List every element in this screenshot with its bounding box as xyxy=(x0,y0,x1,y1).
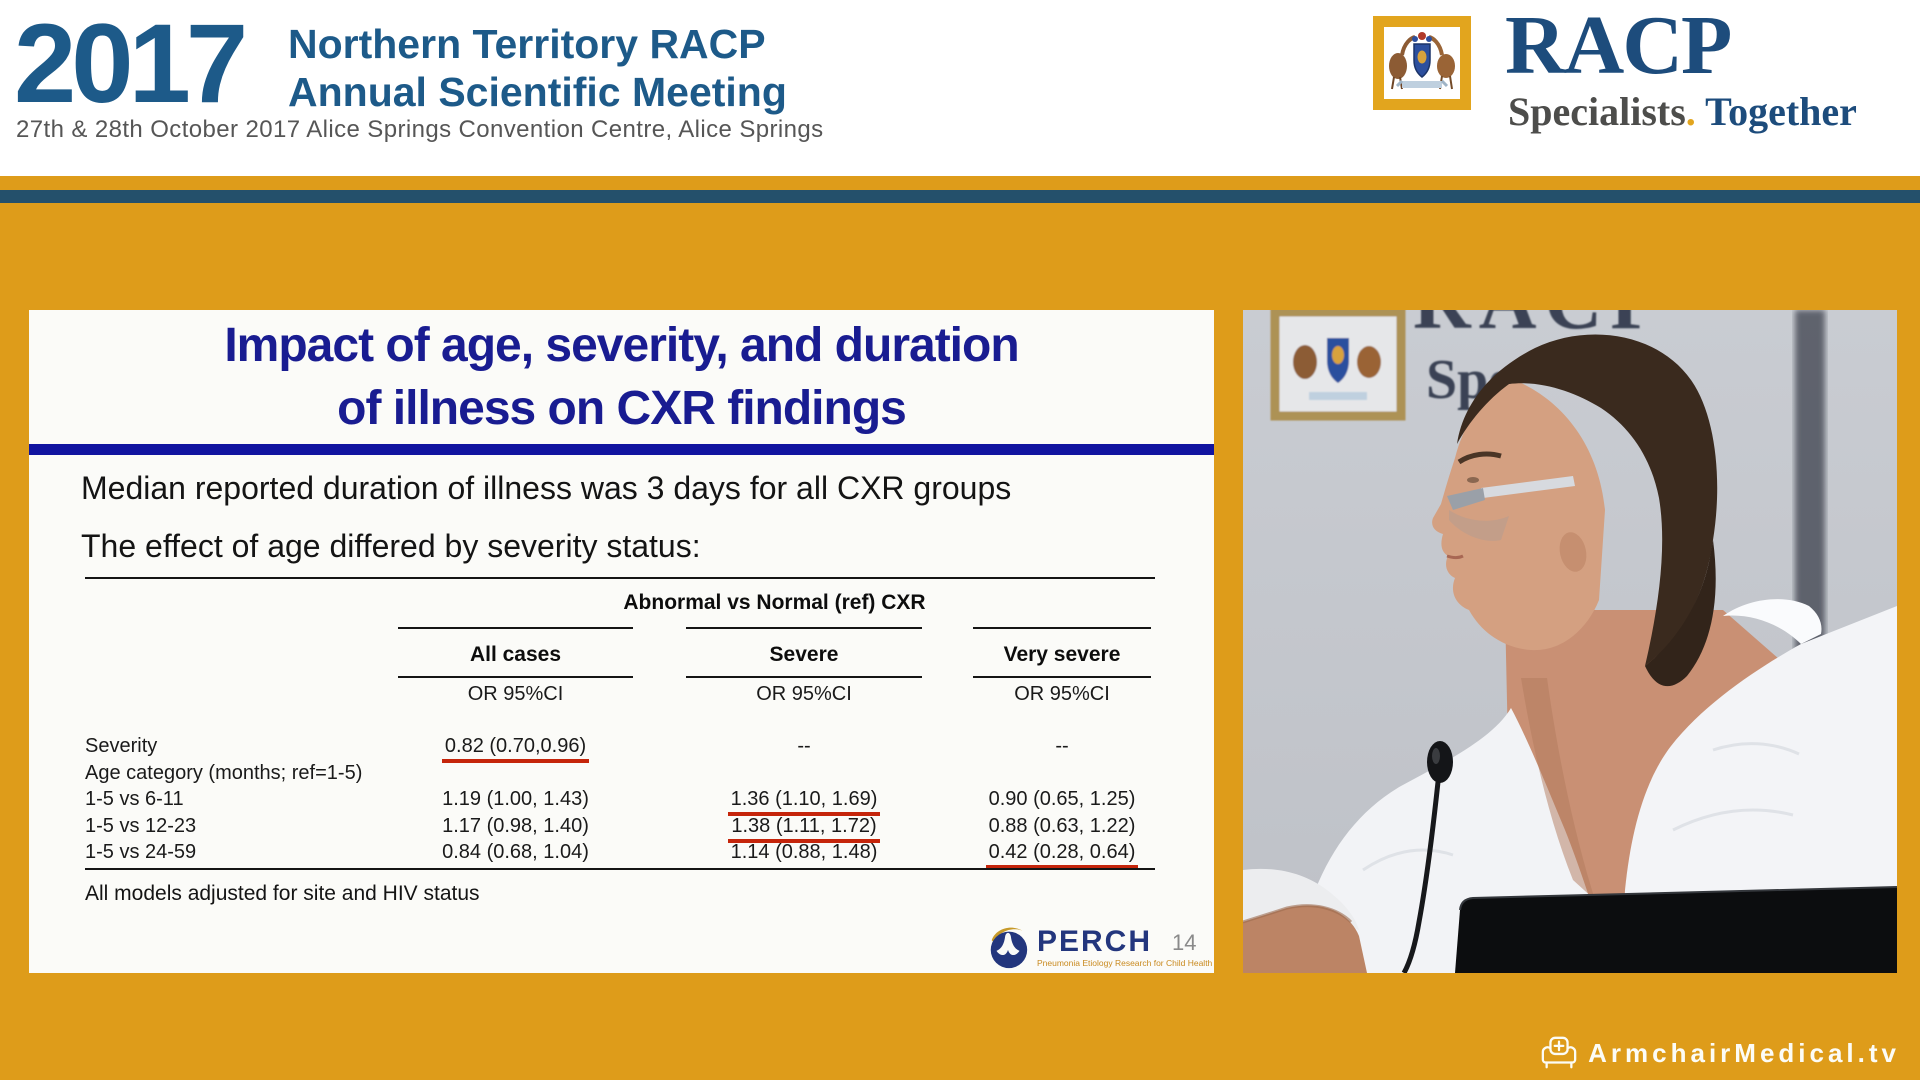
perch-name: PERCH xyxy=(1037,924,1153,958)
perch-logo-text: PERCH Pneumonia Etiology Research for Ch… xyxy=(1037,924,1213,968)
perch-logo-icon xyxy=(990,927,1028,969)
slide-title-line1: Impact of age, severity, and duration xyxy=(224,319,1019,372)
racp-tagline-dot: . xyxy=(1685,89,1696,134)
slide-title-line2: of illness on CXR findings xyxy=(337,382,907,435)
perch-tagline: Pneumonia Etiology Research for Child He… xyxy=(1037,957,1213,968)
cell-value-highlighted: 0.42 (0.28, 0.64) xyxy=(985,841,1139,869)
slide-body-line1: Median reported duration of illness was … xyxy=(81,470,1012,506)
slide-title: Impact of age, severity, and duration of… xyxy=(29,314,1214,440)
column-header-all-cases: All cases xyxy=(469,643,562,666)
header-underline xyxy=(686,676,922,678)
slide-body-line2: The effect of age differed by severity s… xyxy=(81,528,701,564)
cell-severe: 1.38 (1.11, 1.72) xyxy=(686,815,922,843)
table-row-12-23: 1-5 vs 12-23 1.17 (0.98, 1.40) 1.38 (1.1… xyxy=(85,815,1155,843)
table-bottom-border xyxy=(85,868,1155,870)
table-top-border xyxy=(85,577,1155,579)
armchair-cross-icon xyxy=(1541,1036,1577,1069)
cell-value-highlighted: 0.82 (0.70,0.96) xyxy=(441,735,590,763)
title-underline-rule xyxy=(29,444,1214,455)
neck-shadow xyxy=(1521,678,1595,900)
racp-wordmark: RACP xyxy=(1505,0,1732,92)
microphone-icon xyxy=(1401,741,1453,973)
cell-value-highlighted: 1.36 (1.10, 1.69) xyxy=(727,788,881,816)
laptop xyxy=(1455,886,1897,973)
cell-severe: 1.36 (1.10, 1.69) xyxy=(686,788,922,816)
cell-very-severe: 0.90 (0.65, 1.25) xyxy=(988,788,1136,810)
cell-all-cases: 0.82 (0.70,0.96) xyxy=(398,735,633,763)
perch-logo: PERCH Pneumonia Etiology Research for Ch… xyxy=(985,924,1212,970)
column-header-very-severe: Very severe xyxy=(1003,643,1121,666)
presenter-arm xyxy=(1243,868,1367,973)
racp-tagline: Specialists. Together xyxy=(1508,92,1857,132)
table-row-severity: Severity 0.82 (0.70,0.96) -- -- xyxy=(85,735,1155,763)
column-header-severe: Severe xyxy=(769,643,839,666)
hair-back xyxy=(1645,540,1716,687)
row-label: Age category (months; ref=1-5) xyxy=(85,762,363,784)
header-underline xyxy=(686,627,922,629)
teal-divider-bar xyxy=(0,190,1920,203)
armchairmedical-watermark: ArmchairMedical.tv xyxy=(1540,1034,1900,1072)
cell-value-highlighted: 1.38 (1.11, 1.72) xyxy=(728,815,880,843)
event-header: 2017 Northern Territory RACP Annual Scie… xyxy=(0,0,1920,176)
row-label: 1-5 vs 24-59 xyxy=(85,841,197,863)
ear xyxy=(1559,532,1587,572)
row-label: 1-5 vs 6-11 xyxy=(85,788,184,810)
results-table: Abnormal vs Normal (ref) CXR All cases S… xyxy=(85,577,1155,877)
racp-crest-art xyxy=(1389,32,1455,90)
cell-all-cases: 0.84 (0.68, 1.04) xyxy=(442,841,589,863)
event-title-line1: Northern Territory RACP xyxy=(288,21,766,67)
event-title-line2: Annual Scientific Meeting xyxy=(288,69,787,115)
cell-all-cases: 1.19 (1.00, 1.43) xyxy=(442,788,589,810)
row-label: Severity xyxy=(85,735,158,757)
shirt-folds xyxy=(1362,742,1800,872)
presenter-video: RACP Spe To xyxy=(1243,310,1897,973)
glasses-icon xyxy=(1447,476,1575,541)
row-label: 1-5 vs 12-23 xyxy=(85,815,197,837)
header-underline xyxy=(973,627,1151,629)
face xyxy=(1432,382,1605,651)
presenter-scene: RACP Spe To xyxy=(1243,310,1897,973)
event-subtitle: 27th & 28th October 2017 Alice Springs C… xyxy=(16,116,824,143)
hair xyxy=(1457,334,1718,666)
eye xyxy=(1467,477,1479,483)
unit-label: OR 95%CI xyxy=(467,683,564,705)
shirt-collar xyxy=(1723,599,1822,644)
cell-all-cases: 1.17 (0.98, 1.40) xyxy=(442,815,589,837)
mouth xyxy=(1446,554,1464,559)
header-underline xyxy=(973,676,1151,678)
racp-crest-icon xyxy=(1373,16,1471,110)
presenter-person xyxy=(1295,334,1897,973)
event-year: 2017 xyxy=(14,1,248,126)
cell-very-severe: 0.88 (0.63, 1.22) xyxy=(988,815,1136,837)
event-title: Northern Territory RACP Annual Scientifi… xyxy=(288,20,787,116)
backdrop-crest-icon xyxy=(1270,310,1406,421)
watermark-text: ArmchairMedical.tv xyxy=(1588,1037,1900,1068)
slide-page-number: 14 xyxy=(1172,930,1197,955)
presentation-slide: Impact of age, severity, and duration of… xyxy=(29,310,1214,973)
table-row-age-category: Age category (months; ref=1-5) xyxy=(85,762,1155,788)
racp-tagline-together: Together xyxy=(1695,89,1857,134)
header-underline xyxy=(398,627,633,629)
header-underline xyxy=(398,676,633,678)
cell-severe: -- xyxy=(797,735,811,757)
table-row-6-11: 1-5 vs 6-11 1.19 (1.00, 1.43) 1.36 (1.10… xyxy=(85,788,1155,816)
unit-label: OR 95%CI xyxy=(756,683,852,705)
cell-severe: 1.14 (0.88, 1.48) xyxy=(730,841,878,863)
table-span-header: Abnormal vs Normal (ref) CXR xyxy=(623,591,926,614)
cell-very-severe: -- xyxy=(1055,735,1069,757)
eyebrow xyxy=(1457,451,1502,465)
shirt-right xyxy=(1621,606,1897,973)
slide-footnote: All models adjusted for site and HIV sta… xyxy=(85,882,480,905)
table-row-24-59: 1-5 vs 24-59 0.84 (0.68, 1.04) 1.14 (0.8… xyxy=(85,841,1155,869)
cell-very-severe: 0.42 (0.28, 0.64) xyxy=(973,841,1151,869)
racp-tagline-specialists: Specialists xyxy=(1508,89,1686,134)
unit-label: OR 95%CI xyxy=(1014,683,1110,705)
